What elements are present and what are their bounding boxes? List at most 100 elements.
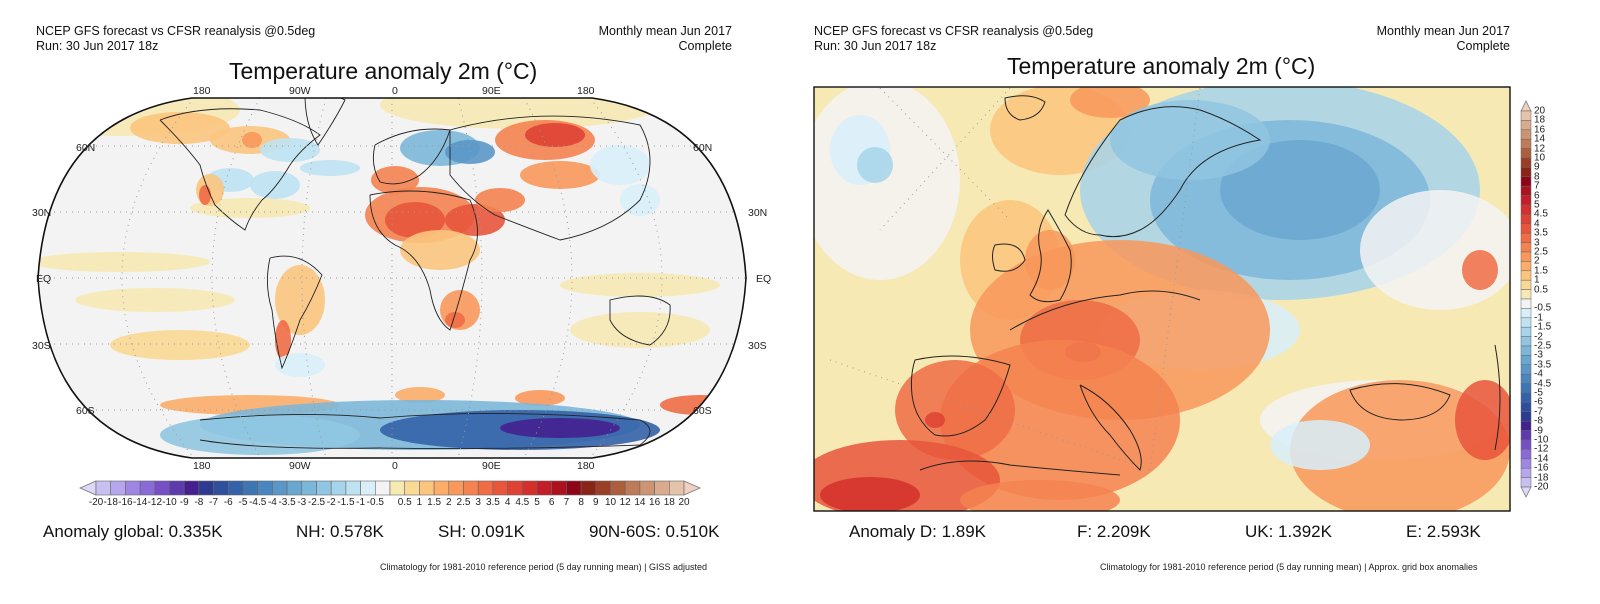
colorbar-segment (95, 480, 111, 496)
colorbar-tick-label: -4 (1534, 368, 1543, 380)
colorbar-tick-label: 2.5 (456, 497, 471, 508)
climatology-footnote: Climatology for 1981-2010 reference peri… (1100, 562, 1478, 572)
lat-label-left: EQ (36, 273, 52, 285)
colorbar-tick-label: -20 (88, 497, 104, 508)
colorbar-tick-label: -2 (1534, 331, 1543, 343)
western-russia-cold (445, 140, 495, 164)
east-siberia-cool (590, 145, 650, 185)
stat-germany: Anomaly D: 1.89K (849, 522, 987, 541)
stat-nh: NH: 0.578K (296, 522, 384, 541)
hudson-warm (242, 132, 262, 148)
colorbar-segment (389, 480, 405, 496)
colorbar-tick-label: -1.5 (337, 497, 355, 508)
lat-label-left: 60N (76, 142, 96, 154)
south-pacific-warm (110, 330, 250, 360)
lon-label-bottom: 90E (482, 460, 501, 472)
us-east-cool (250, 171, 300, 199)
colorbar-tick-label: 9 (1534, 161, 1540, 173)
period-info: Monthly mean Jun 2017 Complete (599, 24, 732, 54)
colorbar-tick-label: -7 (209, 497, 219, 508)
colorbar-segment (448, 480, 464, 496)
colorbar-segment (272, 480, 288, 496)
colorbar-tick-label: -3.5 (278, 497, 296, 508)
lon-label-top: 0 (392, 85, 398, 97)
iran-warm (475, 188, 525, 212)
colorbar-tick-label: 7 (1534, 180, 1540, 192)
antarctica-coastline (199, 413, 651, 450)
colorbar-tick-label: -3.5 (1534, 359, 1552, 371)
colorbar-tick-label: -1.5 (1534, 321, 1552, 333)
lat-label-right: EQ (756, 273, 772, 285)
southern-ocean-warm (395, 387, 445, 403)
colorbar-tick-label: 3 (475, 497, 481, 508)
colorbar-tick-label: 1.5 (1534, 265, 1548, 277)
colorbar-segment (610, 480, 626, 496)
longitude-gridline (121, 98, 195, 458)
patagonia-cool (275, 353, 325, 377)
chart-title: Temperature anomaly 2m (°C) (1007, 53, 1316, 79)
colorbar-tick-label: -14 (1534, 453, 1549, 465)
colorbar-tick-label: -3 (1534, 349, 1543, 361)
siberia-hot (525, 123, 585, 147)
colorbar-tick-label: 3.5 (1534, 227, 1548, 239)
colorbar-segment (507, 480, 523, 496)
stat-90n-60s: 90N-60S: 0.510K (589, 522, 720, 541)
lat-label-right: 60S (693, 405, 712, 417)
colorbar-tick-label: 14 (1534, 133, 1546, 145)
colorbar-tick-label: 7 (563, 497, 570, 508)
lat-label-right: 30S (748, 340, 767, 352)
colorbar-segment (360, 480, 376, 496)
colorbar-tick-label: -18 (103, 497, 118, 508)
map-border (37, 97, 747, 459)
colorbar-tick-label: 2 (1534, 255, 1540, 267)
colorbar-tick-label: -6 (223, 497, 233, 508)
colorbar-segment (595, 480, 611, 496)
colorbar-segment (551, 480, 567, 496)
colorbar-segment (330, 480, 347, 496)
colorbar-tick-label: -7 (1534, 406, 1543, 418)
australia-warm-region (570, 312, 710, 348)
global-map-panel: NCEP GFS forecast vs CFSR reanalysis @0.… (0, 0, 790, 604)
colorbar-segment (477, 480, 494, 496)
antarctica-very-cold (500, 418, 620, 438)
colorbar-tick-label: -4.5 (1534, 378, 1552, 390)
colorbar-segment (228, 480, 244, 496)
colorbar-tick-label: 12 (619, 497, 631, 508)
lon-label-top: 180 (577, 85, 595, 97)
asia-coastline (449, 115, 651, 241)
andes-hot (275, 320, 291, 360)
lat-label-left: 30N (32, 207, 52, 219)
colorbar-tick-label: 6 (548, 497, 555, 508)
colorbar-segment (198, 480, 214, 496)
period-label: Monthly mean Jun 2017 (598, 24, 732, 38)
colorbar-segment (213, 480, 229, 496)
model-info: NCEP GFS forecast vs CFSR reanalysis @0.… (36, 24, 315, 54)
colorbar-segment (316, 480, 332, 496)
completion-status: Complete (1456, 39, 1511, 53)
alaska-warm (130, 112, 230, 144)
colorbar-tick-label: 16 (649, 497, 661, 508)
colorbar-tick-label: 1 (416, 497, 423, 508)
lon-label-bottom: 180 (193, 460, 211, 472)
chart-title: Temperature anomaly 2m (°C) (229, 58, 538, 84)
colorbar-tick-label: -0.5 (1534, 302, 1552, 314)
colorbar-segment (374, 480, 391, 496)
colorbar-segment (463, 480, 479, 496)
colorbar-over-arrow (683, 480, 701, 496)
colorbar-tick-label: -10 (162, 497, 177, 508)
colorbar-segment (110, 480, 126, 496)
stat-sh: SH: 0.091K (438, 522, 525, 541)
colorbar-tick-label: -1 (1534, 312, 1543, 324)
colorbar-tick-label: -1 (356, 497, 366, 508)
colorbar-segment (521, 480, 538, 496)
colorbar-segment (433, 480, 450, 496)
colorbar-segment (301, 480, 317, 496)
model-description: NCEP GFS forecast vs CFSR reanalysis @0.… (814, 24, 1094, 38)
colorbar-segment (257, 480, 273, 496)
colorbar-tick-label: 16 (1534, 124, 1546, 136)
west-antarctica-cool (160, 415, 360, 455)
stat-spain: E: 2.593K (1406, 522, 1481, 541)
indian-warm-band (560, 273, 720, 297)
north-atlantic-cool (260, 138, 320, 162)
colorbar-segment (154, 480, 170, 496)
